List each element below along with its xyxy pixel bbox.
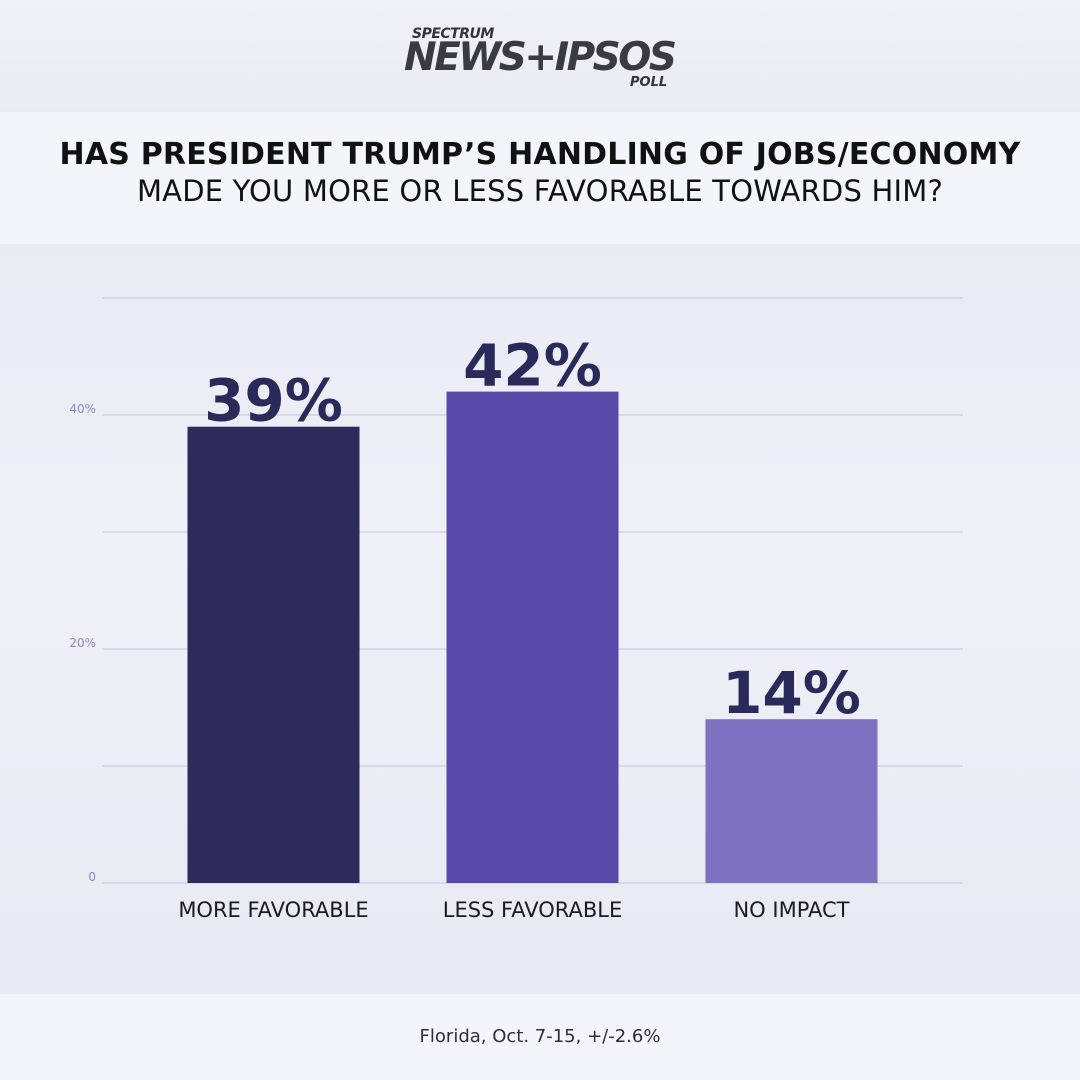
title-band xyxy=(0,112,1080,244)
spectrum-news-ipsos-logo: SPECTRUM NEWS+IPSOS POLL xyxy=(0,22,1080,102)
footer-note: Florida, Oct. 7-15, +/-2.6% xyxy=(419,1026,661,1047)
data-label: 39% xyxy=(204,367,343,435)
data-label: 14% xyxy=(722,659,861,727)
chart-title-line1: HAS PRESIDENT TRUMP’S HANDLING OF JOBS/E… xyxy=(59,137,1021,172)
bar-no-impact xyxy=(705,719,878,883)
logo-spectrum-text: SPECTRUM xyxy=(412,26,494,42)
footer-band xyxy=(0,994,1080,1080)
category-label: MORE FAVORABLE xyxy=(178,898,368,922)
logo-band xyxy=(0,0,1080,112)
y-tick-label: 0 xyxy=(88,870,96,884)
y-tick-label: 20% xyxy=(69,636,96,650)
chart-title-line2: MADE YOU MORE OR LESS FAVORABLE TOWARDS … xyxy=(136,174,944,208)
logo-news-ipsos-text: NEWS+IPSOS xyxy=(404,35,677,80)
category-label: NO IMPACT xyxy=(733,898,849,922)
category-label: LESS FAVORABLE xyxy=(443,898,622,922)
data-label: 42% xyxy=(463,332,602,400)
y-tick-label: 40% xyxy=(69,402,96,416)
bar-less-favorable xyxy=(446,391,619,883)
bar-more-favorable xyxy=(187,426,360,883)
logo-poll-text: POLL xyxy=(630,75,668,90)
